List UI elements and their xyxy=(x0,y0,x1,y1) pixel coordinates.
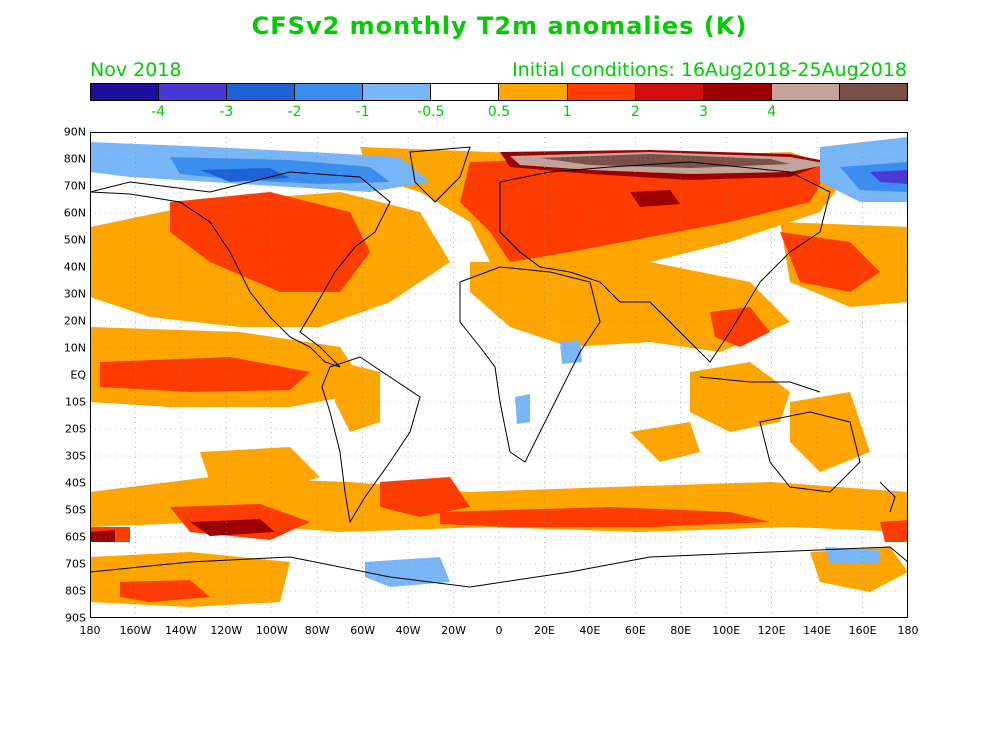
legend-label: -3 xyxy=(219,104,234,120)
initial-conditions: Initial conditions: 16Aug2018-25Aug2018 xyxy=(512,59,907,81)
latitude-label: 90S xyxy=(65,611,86,625)
latitude-label: 30N xyxy=(63,287,86,301)
longitude-label: 40W xyxy=(395,624,421,637)
longitude-label: 180 xyxy=(897,624,919,637)
legend-swatch-10 xyxy=(771,84,840,100)
legend-swatch-0 xyxy=(91,84,160,100)
legend-swatch-11 xyxy=(839,84,907,100)
legend-swatch-2 xyxy=(227,84,296,100)
latitude-label: EQ xyxy=(70,368,86,382)
longitude-label: 40E xyxy=(579,624,601,637)
longitude-label: 120W xyxy=(210,624,243,637)
latitude-label: 70N xyxy=(63,179,86,193)
longitude-label: 20W xyxy=(441,624,466,637)
coastlines xyxy=(90,146,908,588)
longitude-label: 120E xyxy=(757,624,786,637)
legend-swatch-7 xyxy=(567,84,636,100)
legend-swatch-6 xyxy=(499,84,568,100)
longitude-label: 140E xyxy=(803,624,832,637)
anomaly-blue-regions xyxy=(90,137,908,587)
legend-label: 0.5 xyxy=(487,104,511,120)
latitude-label: 30S xyxy=(65,449,86,463)
legend-swatch-4 xyxy=(363,84,432,100)
anomaly-map xyxy=(90,132,908,618)
legend-label: 3 xyxy=(699,104,708,120)
graticule xyxy=(90,132,908,618)
legend-swatch-9 xyxy=(703,84,772,100)
longitude-label: 180 xyxy=(79,624,101,637)
latitude-label: 80N xyxy=(63,152,86,166)
legend-label: 4 xyxy=(767,104,777,120)
latitude-label: 20N xyxy=(63,314,86,328)
latitude-label: 50N xyxy=(63,233,86,247)
legend-label: -0.5 xyxy=(417,104,445,120)
chart-title: CFSv2 monthly T2m anomalies (K) xyxy=(251,12,748,40)
legend-swatch-5 xyxy=(431,84,500,100)
latitude-label: 10N xyxy=(63,341,86,355)
longitude-label: 80E xyxy=(670,624,692,637)
longitude-label: 140W xyxy=(164,624,197,637)
legend-label: 2 xyxy=(630,104,640,120)
latitude-label: 70S xyxy=(65,557,86,571)
color-legend-labels: -4 -3 -2 -1 -0.5 0.5 1 2 3 4 xyxy=(90,104,908,122)
latitude-label: 50S xyxy=(65,503,86,517)
latitude-label: 20S xyxy=(65,422,86,436)
latitude-label: 60S xyxy=(65,530,86,544)
longitude-label: 60E xyxy=(624,624,646,637)
legend-swatch-1 xyxy=(159,84,228,100)
longitude-label: 60W xyxy=(350,624,376,637)
longitude-label: 80W xyxy=(304,624,330,637)
forecast-month: Nov 2018 xyxy=(90,59,182,81)
latitude-label: 10S xyxy=(65,395,86,409)
latitude-label: 80S xyxy=(65,584,86,598)
latitude-label: 40S xyxy=(65,476,86,490)
longitude-label: 160W xyxy=(119,624,152,637)
longitude-label: 20E xyxy=(533,624,555,637)
legend-label: -2 xyxy=(287,104,302,120)
legend-label: -4 xyxy=(151,104,166,120)
latitude-label: 90N xyxy=(63,125,86,139)
legend-label: -1 xyxy=(355,104,370,120)
legend-label: 1 xyxy=(562,104,572,120)
legend-swatch-3 xyxy=(295,84,364,100)
map-frame xyxy=(90,132,908,618)
longitude-label: 100W xyxy=(255,624,288,637)
color-legend xyxy=(90,83,908,101)
legend-swatch-8 xyxy=(635,84,704,100)
longitude-label: 0 xyxy=(495,624,503,637)
longitude-label: 160E xyxy=(848,624,877,637)
latitude-label: 40N xyxy=(63,260,86,274)
latitude-label: 60N xyxy=(63,206,86,220)
longitude-label: 100E xyxy=(712,624,741,637)
